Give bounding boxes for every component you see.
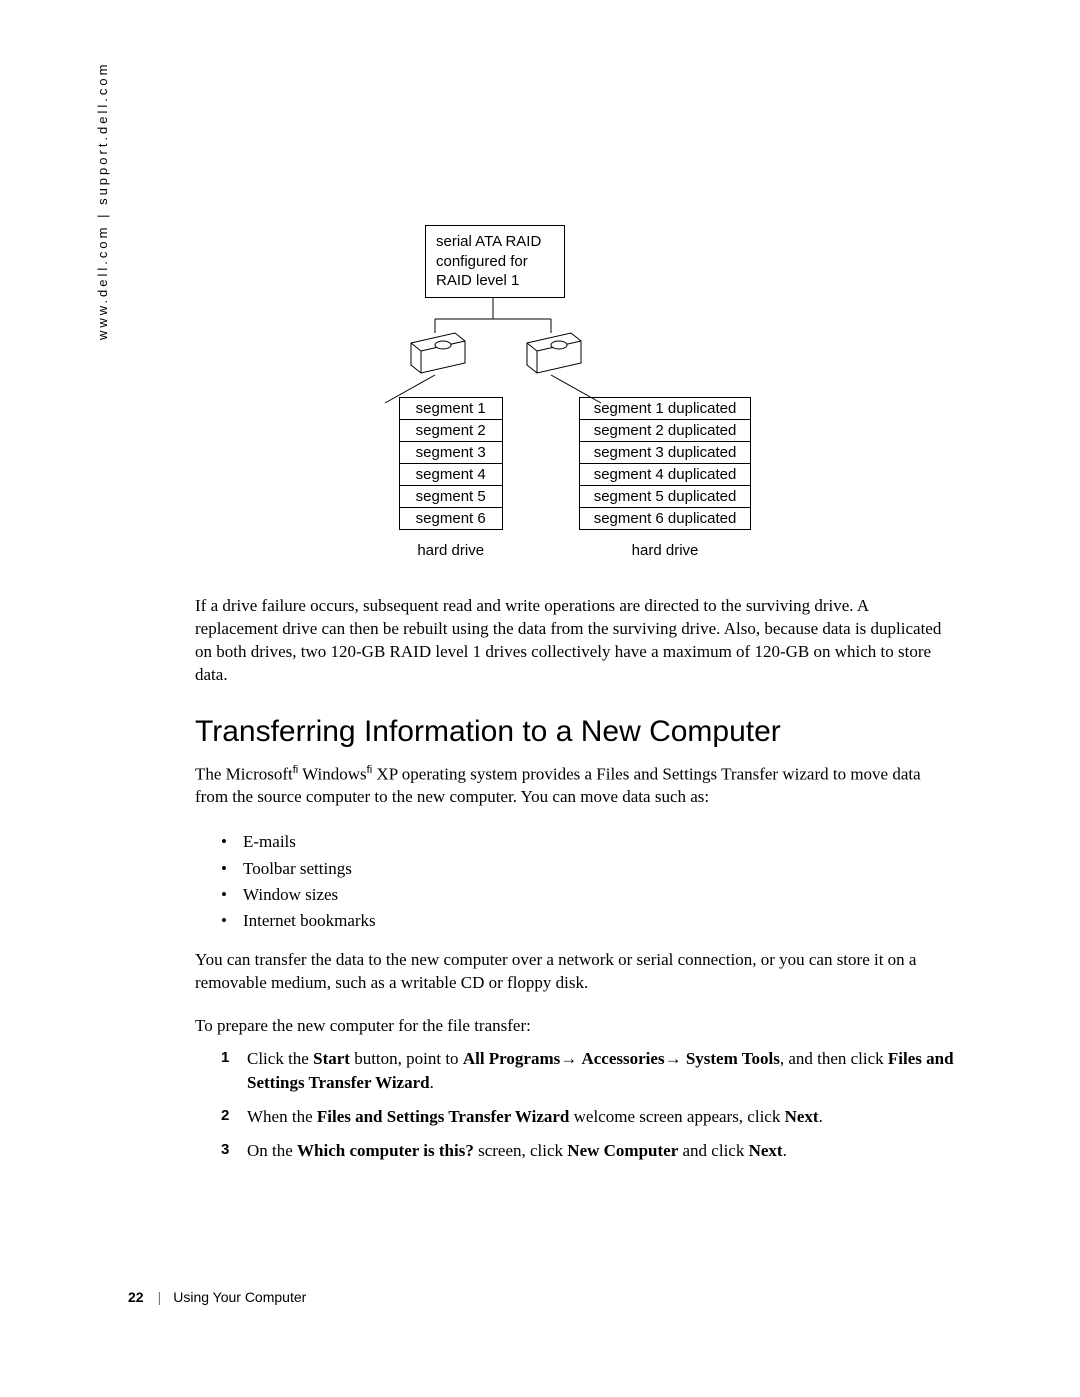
step-arrow: →: [665, 1049, 686, 1068]
step-bold: All Programs: [463, 1049, 560, 1068]
step-text: .: [819, 1107, 823, 1126]
segment-cell: segment 1 duplicated: [579, 398, 751, 420]
footer-section: Using Your Computer: [173, 1289, 306, 1305]
steps-list: Click the Start button, point to All Pro…: [221, 1047, 955, 1162]
page-content: serial ATA RAID configured for RAID leve…: [195, 225, 955, 1173]
step-text: When the: [247, 1107, 317, 1126]
raid-diagram: serial ATA RAID configured for RAID leve…: [195, 225, 955, 545]
list-item: Internet bookmarks: [221, 908, 955, 934]
segment-cell: segment 4 duplicated: [579, 464, 751, 486]
step-bold: Next: [785, 1107, 819, 1126]
intro-text-b: Windows: [298, 764, 366, 783]
step-text: , and then click: [780, 1049, 888, 1068]
right-drive-column: segment 1 duplicatedsegment 2 duplicated…: [579, 397, 752, 559]
step-text: On the: [247, 1141, 297, 1160]
segment-cell: segment 2 duplicated: [579, 420, 751, 442]
step-text: Click the: [247, 1049, 313, 1068]
list-item: E-mails: [221, 829, 955, 855]
step-text: button, point to: [350, 1049, 463, 1068]
step-bold: System Tools: [686, 1049, 780, 1068]
footer-separator: |: [158, 1289, 162, 1305]
step-bold: Accessories: [581, 1049, 664, 1068]
step-bold: Start: [313, 1049, 350, 1068]
section-heading: Transferring Information to a New Comput…: [195, 715, 955, 749]
step-arrow: →: [560, 1049, 581, 1068]
segment-cell: segment 3 duplicated: [579, 442, 751, 464]
step-bold: Which computer is this?: [297, 1141, 474, 1160]
prepare-paragraph: To prepare the new computer for the file…: [195, 1015, 955, 1038]
data-types-list: E-mailsToolbar settingsWindow sizesInter…: [221, 829, 955, 934]
list-item: Window sizes: [221, 882, 955, 908]
page-number: 22: [128, 1289, 144, 1305]
segment-cell: segment 6 duplicated: [579, 508, 751, 530]
left-drive-caption: hard drive: [399, 542, 503, 559]
segment-cell: segment 5: [399, 486, 502, 508]
step-3: On the Which computer is this? screen, c…: [221, 1139, 955, 1163]
list-item: Toolbar settings: [221, 856, 955, 882]
right-segments-table: segment 1 duplicatedsegment 2 duplicated…: [579, 397, 752, 530]
intro-text-a: The Microsoft: [195, 764, 293, 783]
left-drive-column: segment 1segment 2segment 3segment 4segm…: [399, 397, 503, 559]
raid-failure-paragraph: If a drive failure occurs, subsequent re…: [195, 595, 955, 687]
segment-cell: segment 5 duplicated: [579, 486, 751, 508]
right-drive-caption: hard drive: [579, 542, 752, 559]
step-1: Click the Start button, point to All Pro…: [221, 1047, 955, 1095]
segment-cell: segment 4: [399, 464, 502, 486]
step-bold: New Computer: [567, 1141, 678, 1160]
step-bold: Next: [749, 1141, 783, 1160]
intro-paragraph: The Microsoftfi Windowsfi XP operating s…: [195, 763, 955, 810]
sidebar-url-text: www.dell.com | support.dell.com: [95, 62, 110, 340]
step-bold: Files and Settings Transfer Wizard: [317, 1107, 570, 1126]
step-2: When the Files and Settings Transfer Wiz…: [221, 1105, 955, 1129]
step-text: welcome screen appears, click: [569, 1107, 784, 1126]
step-text: .: [430, 1073, 434, 1092]
transfer-method-paragraph: You can transfer the data to the new com…: [195, 949, 955, 995]
segment-cell: segment 3: [399, 442, 502, 464]
left-segments-table: segment 1segment 2segment 3segment 4segm…: [399, 397, 503, 530]
page-footer: 22 | Using Your Computer: [128, 1289, 306, 1305]
step-text: screen, click: [474, 1141, 567, 1160]
segment-cell: segment 6: [399, 508, 502, 530]
segment-cell: segment 1: [399, 398, 502, 420]
step-text: .: [783, 1141, 787, 1160]
segment-cell: segment 2: [399, 420, 502, 442]
step-text: and click: [678, 1141, 748, 1160]
